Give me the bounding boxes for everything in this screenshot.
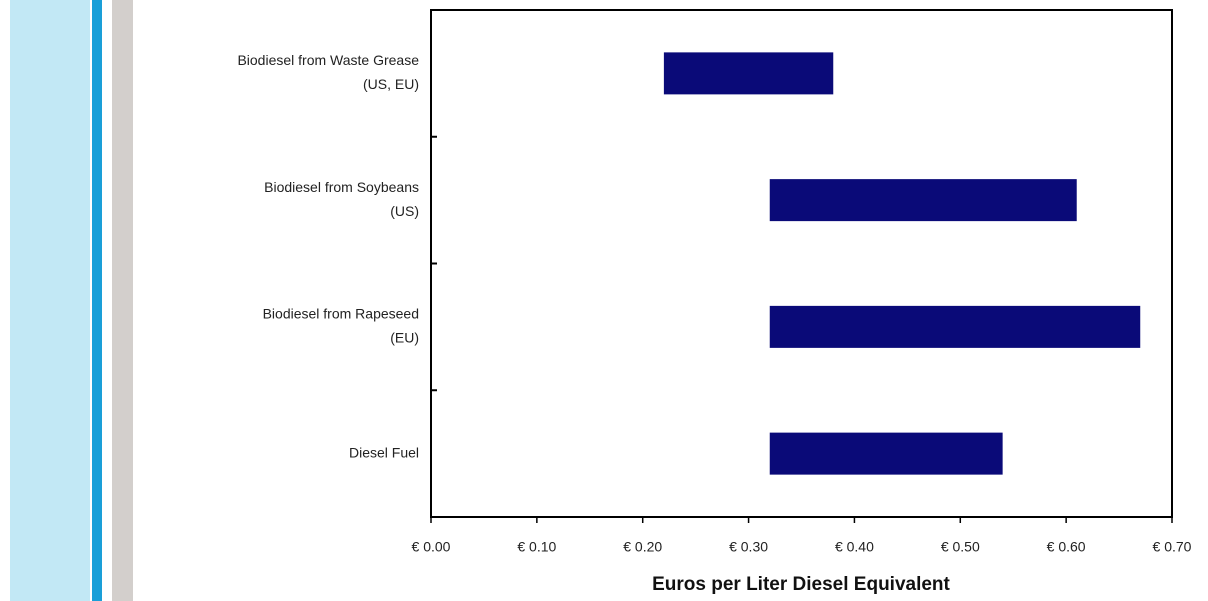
x-tick-label: € 0.40	[835, 539, 874, 555]
x-axis-title: Euros per Liter Diesel Equivalent	[652, 574, 950, 595]
y-tick-label: Biodiesel from Waste Grease	[237, 52, 419, 68]
x-tick-label: € 0.50	[941, 539, 980, 555]
bar	[769, 432, 1003, 475]
y-tick-label: Biodiesel from Soybeans	[264, 179, 419, 195]
y-tick-label: Biodiesel from Rapeseed	[263, 306, 419, 322]
side-strip	[112, 0, 133, 601]
y-tick-label: (US)	[390, 203, 419, 219]
y-tick-label: (EU)	[390, 330, 419, 346]
y-tick-label: (US, EU)	[363, 76, 419, 92]
bar	[769, 305, 1141, 348]
x-tick-label: € 0.00	[412, 539, 451, 555]
x-tick-label: € 0.60	[1047, 539, 1086, 555]
side-strip	[10, 0, 90, 601]
x-tick-label: € 0.10	[517, 539, 556, 555]
x-tick-label: € 0.30	[729, 539, 768, 555]
x-tick-label: € 0.70	[1153, 539, 1192, 555]
y-tick-label: Diesel Fuel	[349, 444, 419, 460]
bar	[769, 179, 1077, 222]
x-tick-label: € 0.20	[623, 539, 662, 555]
bar	[663, 52, 834, 95]
side-strip	[92, 0, 102, 601]
